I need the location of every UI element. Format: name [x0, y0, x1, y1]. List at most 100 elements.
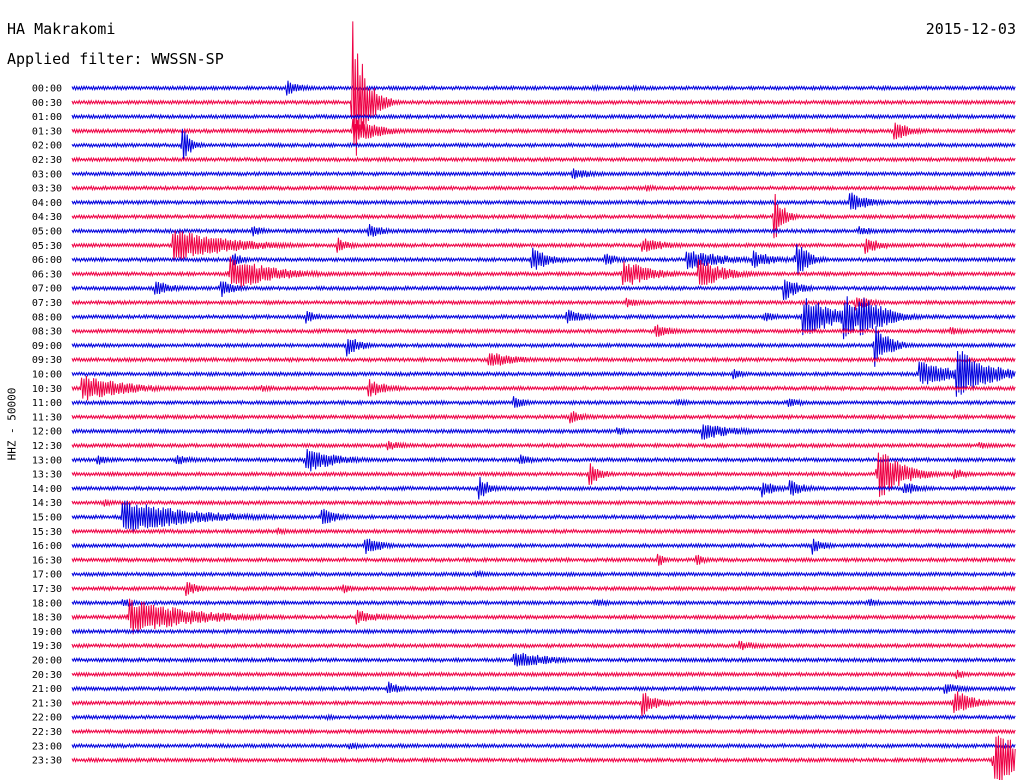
trace-row [71, 424, 1016, 440]
row-label: 04:30 [32, 212, 62, 223]
row-label: 16:30 [32, 555, 62, 566]
trace-row [71, 448, 1016, 472]
trace-row [71, 326, 1016, 367]
trace-row [71, 452, 1016, 497]
row-label: 20:00 [32, 656, 62, 667]
trace-row [71, 192, 1016, 210]
row-label: 02:30 [32, 155, 62, 166]
trace-row [71, 691, 1016, 717]
trace-row [71, 669, 1016, 679]
trace-row [71, 735, 1016, 780]
row-label: 23:30 [32, 756, 62, 767]
trace-row [71, 156, 1016, 163]
row-label: 07:00 [32, 284, 62, 295]
trace-row [71, 113, 1016, 120]
row-label: 17:30 [32, 584, 62, 595]
trace-row [71, 553, 1016, 566]
row-label: 09:30 [32, 355, 62, 366]
row-label: 08:00 [32, 312, 62, 323]
trace-row [71, 627, 1016, 635]
row-label: 12:00 [32, 427, 62, 438]
trace-row [71, 279, 1016, 301]
trace-row [71, 440, 1016, 451]
row-label: 06:00 [32, 255, 62, 266]
trace-row [71, 128, 1016, 161]
y-axis-label: HHZ - 50000 [5, 387, 19, 461]
filter-label: Applied filter: WWSSN-SP [7, 50, 224, 68]
row-label: 01:00 [32, 112, 62, 123]
row-label: 03:30 [32, 184, 62, 195]
trace-row [71, 353, 1016, 366]
row-label: 17:00 [32, 570, 62, 581]
row-label: 21:30 [32, 698, 62, 709]
row-label: 05:30 [32, 241, 62, 252]
row-label: 12:30 [32, 441, 62, 452]
trace-row [71, 350, 1016, 397]
trace-row [71, 713, 1016, 722]
row-label: 18:00 [32, 598, 62, 609]
row-label-group: 00:00 00:30 01:00 01:30 02:00 02:30 03:00 03:30… [32, 84, 62, 767]
row-label: 00:30 [32, 98, 62, 109]
trace-row [71, 476, 1016, 500]
row-label: 00:00 [32, 84, 62, 95]
trace-row [71, 538, 1016, 555]
station-title: HA Makrakomi [7, 20, 116, 38]
trace-group [71, 21, 1016, 780]
row-label: 13:30 [32, 470, 62, 481]
trace-row [71, 681, 1016, 694]
trace-row [71, 256, 1016, 288]
row-label: 13:00 [32, 455, 62, 466]
trace-row [71, 168, 1016, 180]
trace-row [71, 193, 1016, 239]
row-label: 21:00 [32, 684, 62, 695]
row-label: 18:30 [32, 613, 62, 624]
row-label: 03:00 [32, 169, 62, 180]
row-label: 15:30 [32, 527, 62, 538]
row-label: 22:00 [32, 713, 62, 724]
trace-row [71, 223, 1016, 237]
trace-row [71, 569, 1016, 578]
trace-row [71, 230, 1016, 262]
row-label: 07:30 [32, 298, 62, 309]
row-label: 14:00 [32, 484, 62, 495]
trace-row [71, 396, 1016, 408]
trace-row [71, 527, 1016, 536]
row-label: 11:00 [32, 398, 62, 409]
trace-row [71, 324, 1016, 337]
row-label: 19:30 [32, 641, 62, 652]
trace-row [71, 741, 1016, 751]
row-label: 11:30 [32, 412, 62, 423]
row-label: 19:00 [32, 627, 62, 638]
row-label: 16:00 [32, 541, 62, 552]
row-label: 15:00 [32, 513, 62, 524]
row-label: 04:00 [32, 198, 62, 209]
trace-row [71, 21, 1016, 156]
row-label: 14:30 [32, 498, 62, 509]
row-label: 09:00 [32, 341, 62, 352]
trace-row [71, 375, 1016, 401]
trace-row [71, 411, 1016, 424]
row-label: 05:00 [32, 227, 62, 238]
row-label: 06:30 [32, 269, 62, 280]
trace-row [71, 598, 1016, 608]
trace-row [71, 500, 1016, 532]
trace-row [71, 296, 1016, 340]
trace-row [71, 498, 1016, 507]
row-label: 22:30 [32, 727, 62, 738]
trace-row [71, 297, 1016, 311]
trace-row [71, 244, 1016, 274]
trace-row [71, 652, 1016, 667]
row-label: 02:00 [32, 141, 62, 152]
trace-row [71, 184, 1016, 193]
row-label: 20:30 [32, 670, 62, 681]
trace-row [71, 80, 1016, 96]
trace-row [71, 598, 1016, 635]
row-label: 10:30 [32, 384, 62, 395]
row-label: 01:30 [32, 126, 62, 137]
trace-row [71, 728, 1016, 735]
row-label: 23:00 [32, 741, 62, 752]
trace-row [71, 640, 1016, 651]
row-label: 10:00 [32, 370, 62, 381]
trace-row [71, 582, 1016, 596]
